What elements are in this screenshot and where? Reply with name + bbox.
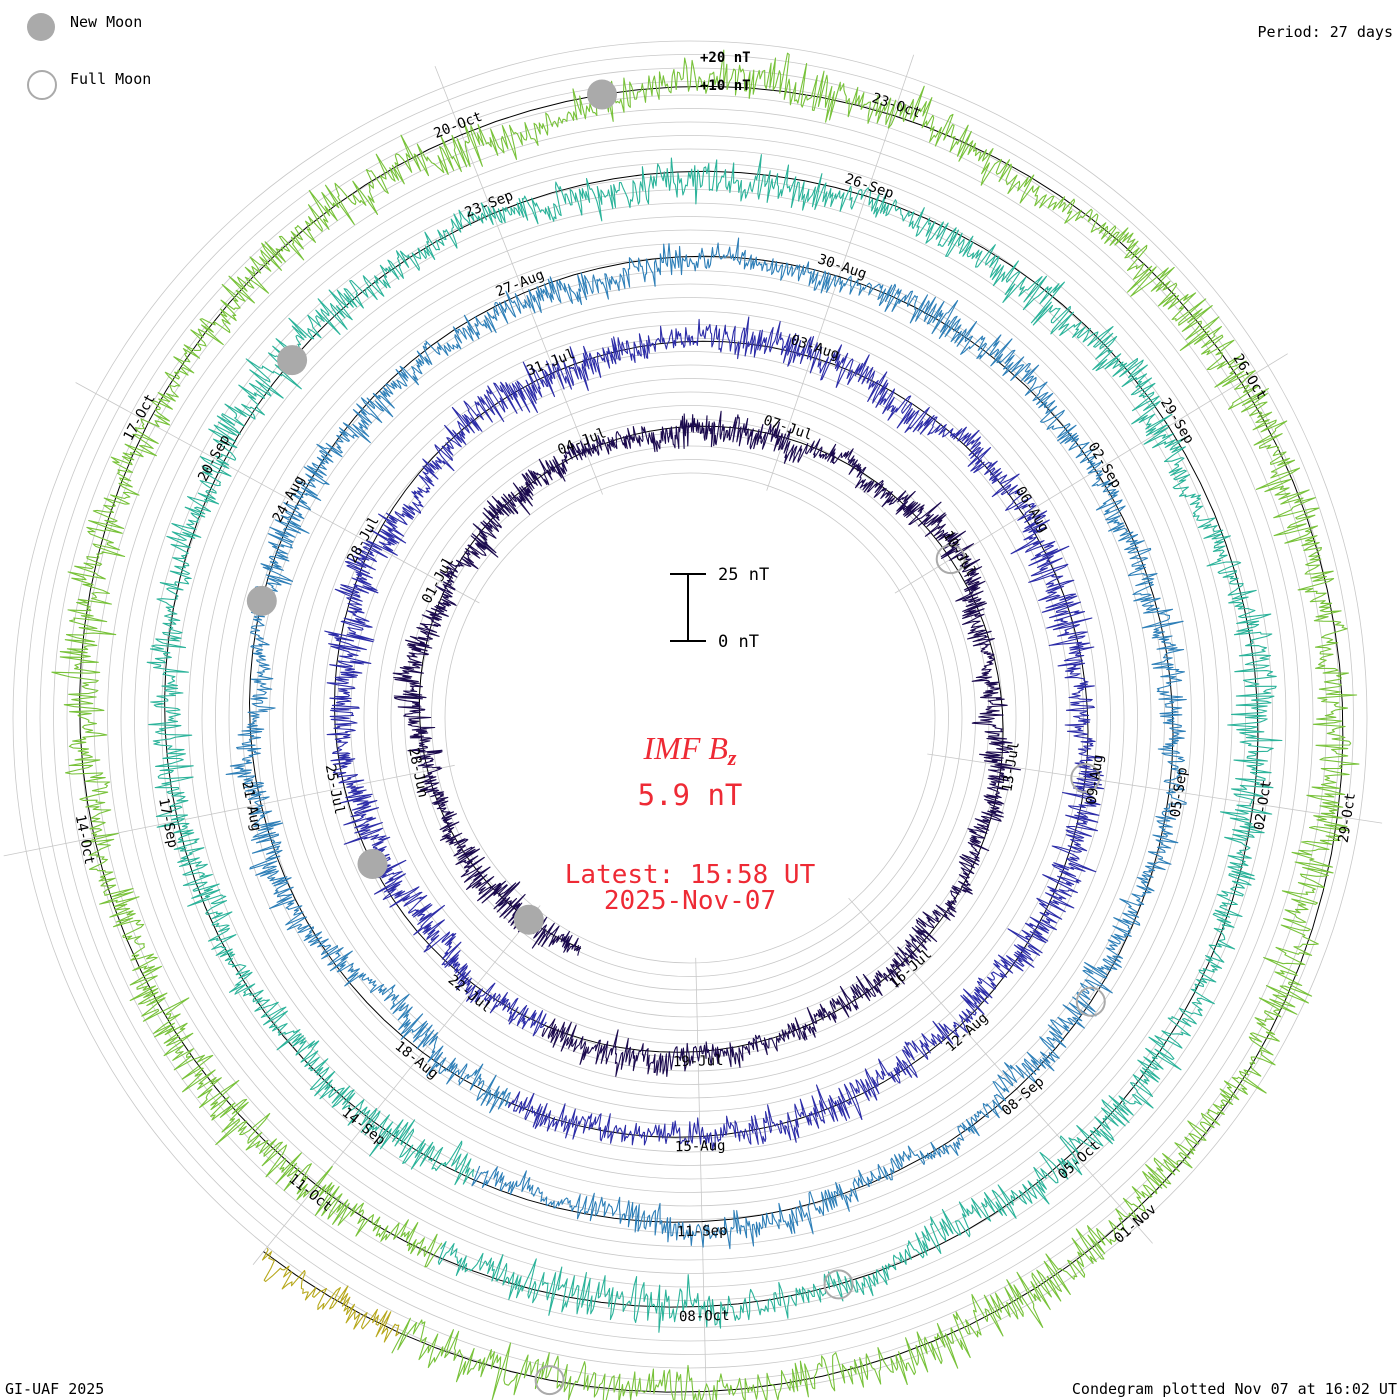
- grid-circle: [444, 472, 936, 964]
- zero-baseline: [333, 340, 1089, 1138]
- date-label: 29-Oct: [1336, 792, 1359, 844]
- new-moon-icon: [27, 13, 55, 41]
- grid-circle: [309, 337, 1071, 1099]
- zero-baseline: [263, 1251, 400, 1334]
- outer-scale-label-10: +10 nT: [700, 78, 751, 94]
- bz-trace-period-1: [392, 410, 1022, 1077]
- date-label: 13-Jul: [999, 741, 1022, 793]
- scale-label-top: 25 nT: [718, 565, 769, 585]
- latest-time: Latest: 15:58 UT: [564, 860, 816, 890]
- grid-circle: [350, 378, 1030, 1058]
- grid-circles: [12, 40, 1368, 1396]
- date-label: 05-Sep: [1168, 766, 1191, 818]
- grid-circle: [201, 229, 1179, 1207]
- full-moon-marker: [534, 1365, 565, 1396]
- grid-circle: [66, 94, 1314, 1342]
- parameter-name: IMF B: [643, 730, 728, 766]
- bz-trace-period-5: [51, 49, 1360, 1400]
- date-label: 06-Aug: [1012, 484, 1052, 536]
- grid-circle: [93, 121, 1287, 1315]
- new-moon-marker: [587, 79, 617, 110]
- date-label: 11-Sep: [677, 1223, 728, 1240]
- date-label: 20-Sep: [195, 432, 233, 484]
- date-label: 08-Oct: [679, 1308, 730, 1325]
- bz-trace-period-6: [261, 1247, 400, 1343]
- grid-circle: [377, 405, 1003, 1031]
- date-spoke: [848, 897, 1153, 1244]
- date-spoke: [252, 905, 541, 1266]
- grid-circle: [174, 202, 1206, 1234]
- new-moon-marker: [357, 849, 388, 879]
- bz-trace-period-4: [146, 154, 1283, 1333]
- legend-new-moon-label: New Moon: [70, 13, 143, 31]
- plotted-timestamp: Condegram plotted Nov 07 at 16:02 UT: [1071, 1380, 1397, 1398]
- grid-circle: [80, 108, 1300, 1328]
- scale-bar: 25 nT 0 nT: [670, 565, 769, 652]
- date-label: 09-Aug: [1084, 753, 1107, 805]
- new-moon-marker: [246, 585, 277, 616]
- grid-circle: [431, 459, 949, 977]
- full-moon-marker: [1075, 986, 1106, 1017]
- grid-circle: [147, 175, 1233, 1261]
- legend-full-moon-label: Full Moon: [70, 70, 152, 88]
- zero-baseline: [248, 255, 1174, 1223]
- grid-circle: [404, 432, 976, 1004]
- scale-label-bottom: 0 nT: [718, 632, 759, 652]
- parameter-subscript: z: [727, 745, 737, 770]
- parameter-title: IMF Bz: [0, 730, 1380, 771]
- new-moon-marker: [513, 904, 544, 935]
- full-moon-marker: [935, 544, 966, 575]
- grid-circle: [26, 54, 1354, 1382]
- date-spoke: [3, 764, 455, 857]
- credit-label: GI-UAF 2025: [5, 1380, 105, 1398]
- grid-circle: [363, 391, 1017, 1045]
- full-moon-marker: [823, 1269, 854, 1300]
- grid-circle: [12, 40, 1368, 1396]
- grid-circle: [242, 270, 1138, 1166]
- outer-scale-labels: +20 nT +10 nT: [700, 50, 751, 94]
- grid-circle: [161, 189, 1219, 1247]
- outer-scale-label-20: +20 nT: [700, 50, 751, 66]
- grid-circle: [188, 216, 1192, 1220]
- grid-circle: [228, 256, 1152, 1180]
- period-label: Period: 27 days: [1257, 23, 1393, 41]
- zero-baseline: [164, 170, 1259, 1308]
- date-label: 19-Jul: [673, 1053, 724, 1070]
- grid-circle: [269, 297, 1111, 1139]
- bz-trace-period-3: [225, 237, 1187, 1250]
- grid-circle: [296, 324, 1084, 1112]
- date-spoke: [695, 957, 707, 1400]
- full-moon-icon: [27, 70, 57, 100]
- grid-circle: [39, 67, 1341, 1369]
- grid-circle: [120, 148, 1260, 1288]
- moon-markers: [246, 79, 1106, 1396]
- grid-circle: [107, 135, 1273, 1301]
- date-spoke: [927, 753, 1383, 824]
- grid-circle: [53, 81, 1327, 1355]
- bz-traces: [51, 49, 1360, 1400]
- bz-trace-period-2: [324, 316, 1105, 1151]
- grid-circle: [336, 364, 1044, 1072]
- grid-circle: [134, 162, 1246, 1274]
- date-label: 15-Aug: [675, 1138, 726, 1155]
- full-moon-marker: [1070, 763, 1101, 793]
- date-label: 02-Oct: [1252, 779, 1275, 831]
- latest-value: 5.9 nT: [637, 778, 743, 812]
- latest-date: 2025-Nov-07: [603, 886, 777, 916]
- grid-circle: [323, 351, 1057, 1085]
- date-spoke: [434, 65, 603, 495]
- new-moon-marker: [277, 345, 308, 376]
- grid-circle: [215, 243, 1165, 1193]
